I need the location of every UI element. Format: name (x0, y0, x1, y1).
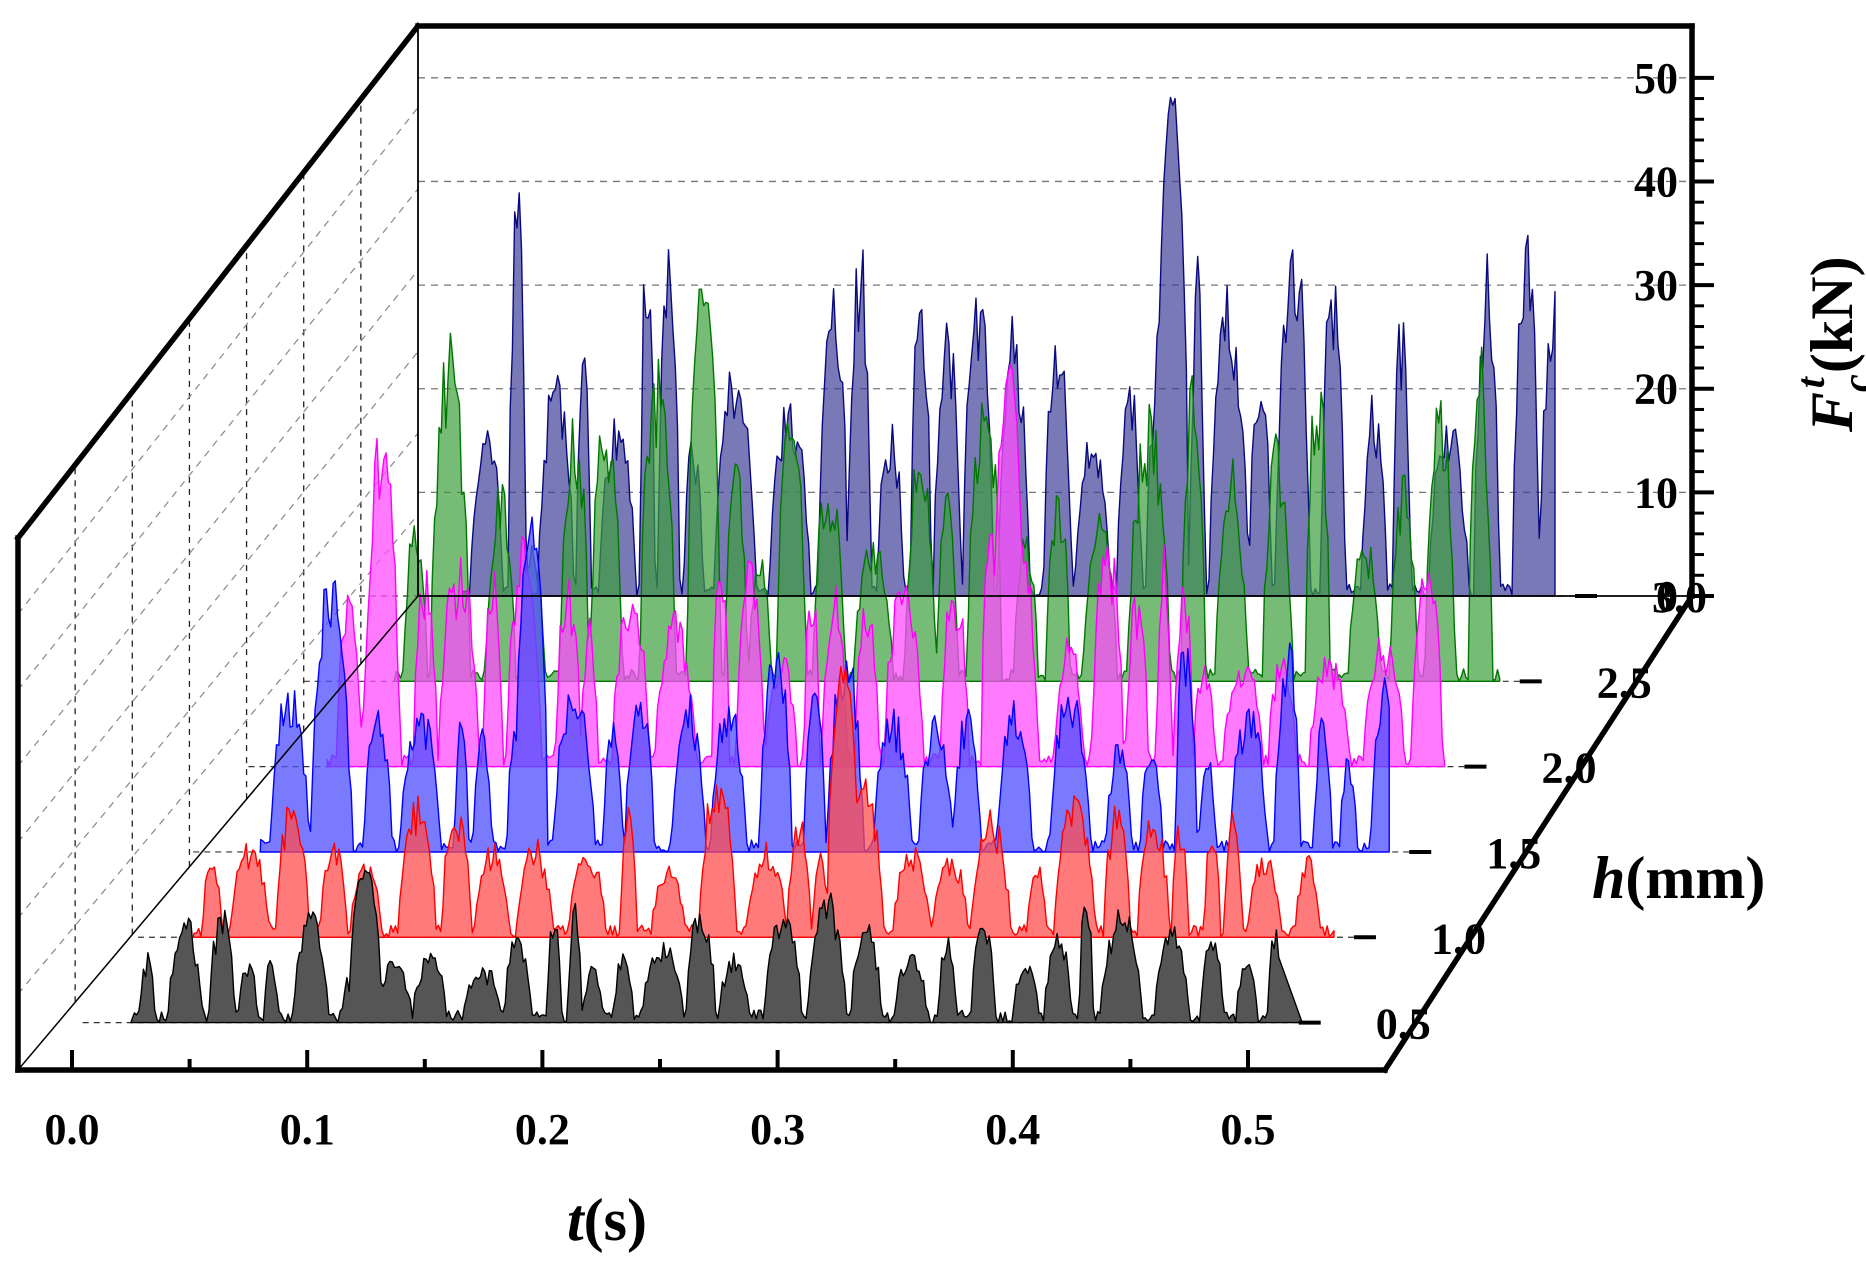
y-tick-label: 30 (1634, 261, 1678, 310)
z-tick-label: 3.0 (1652, 573, 1707, 622)
side-wall-gridline (17, 351, 419, 843)
top-wall-edge (14, 22, 422, 542)
ticks-layer: 0.0 0.1 0.2 0.3 0.4 0.5010203040500.51.01.52.… (45, 54, 1714, 1154)
side-wall-gridline (17, 107, 419, 615)
series-area (393, 288, 1501, 682)
y-tick-label: 10 (1634, 468, 1678, 517)
x-tick-label: 0.5 (1221, 1105, 1276, 1154)
z-tick-label: 1.0 (1431, 914, 1486, 963)
z-tick-label: 2.0 (1541, 744, 1596, 793)
series-area (130, 869, 1303, 1024)
y-axis-title: Fct(kN) (1788, 256, 1866, 433)
axis-frame (14, 22, 1696, 1074)
floor-diagonal (16, 594, 420, 1072)
z-tick-label: 2.5 (1597, 658, 1652, 707)
x-tick-label: 0.3 (750, 1105, 805, 1154)
series-area (326, 363, 1446, 768)
y-tick-label: 20 (1634, 365, 1678, 414)
side-wall-gridline (17, 432, 419, 919)
z-tick-label: 0.5 (1376, 1000, 1431, 1049)
z-axis-line (1381, 592, 1696, 1074)
x-tick-label: 0.2 (515, 1105, 570, 1154)
x-tick-label: 0.0 (45, 1105, 100, 1154)
y-tick-label: 50 (1634, 54, 1678, 103)
series-area (192, 666, 1335, 938)
series-layer (82, 96, 1585, 1024)
side-wall-gridline (17, 188, 419, 691)
side-wall-gridline (17, 269, 419, 767)
z-axis-title: h(mm) (1592, 845, 1765, 911)
side-wall-gridline (17, 514, 419, 995)
y-tick-label: 40 (1634, 157, 1678, 206)
x-tick-label: 0.1 (280, 1105, 335, 1154)
x-axis-title: t(s) (567, 1187, 647, 1253)
x-tick-label: 0.4 (985, 1105, 1040, 1154)
y-tick-label: 0 (1656, 572, 1678, 621)
z-tick-label: 1.5 (1486, 829, 1541, 878)
